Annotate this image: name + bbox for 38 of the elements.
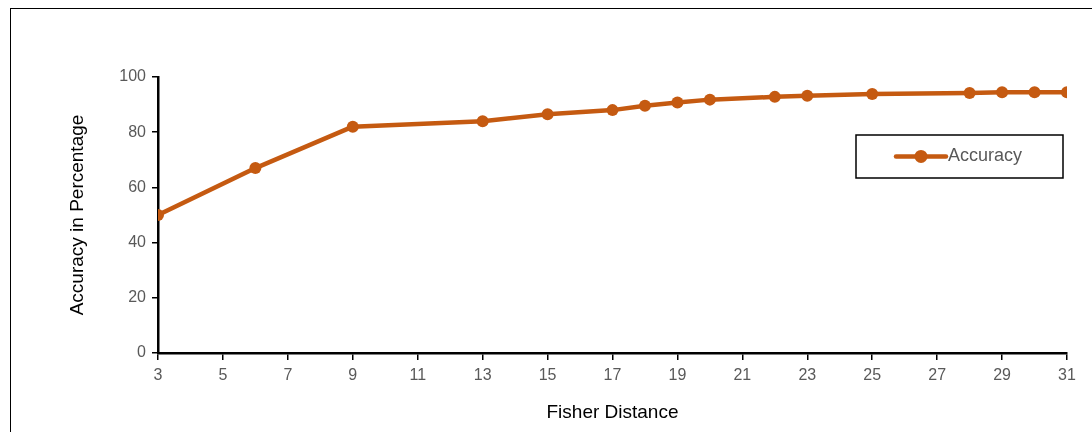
point [768, 90, 781, 103]
point [476, 115, 489, 128]
y-tick-label: 80 [128, 122, 147, 140]
legend-label: Accuracy [948, 145, 1023, 166]
x-tick-label: 17 [603, 366, 622, 384]
x-tick-label: 3 [153, 366, 163, 384]
x-tick-label: 31 [1058, 366, 1076, 384]
x-tick-label: 9 [348, 366, 358, 384]
point [638, 99, 651, 112]
point [249, 162, 262, 175]
point [996, 86, 1009, 99]
point [606, 104, 619, 117]
point [703, 93, 716, 106]
x-tick-label: 5 [218, 366, 228, 384]
y-tick-label: 20 [128, 288, 147, 306]
x-tick-label: 29 [993, 366, 1012, 384]
x-tick-label: 21 [733, 366, 752, 384]
y-tick-label: 40 [128, 233, 147, 251]
point [801, 89, 814, 102]
x-tick-label: 25 [863, 366, 882, 384]
y-axis-title: Accuracy in Percentage [65, 114, 87, 316]
y-tick-label: 100 [119, 67, 147, 85]
x-tick-label: 7 [283, 366, 293, 384]
point [1028, 86, 1041, 99]
x-tick-label: 15 [538, 366, 557, 384]
point [346, 120, 359, 133]
y-tick-label: 60 [128, 177, 147, 195]
x-axis-title: Fisher Distance [546, 400, 679, 422]
point [541, 108, 554, 121]
x-tick-label: 19 [668, 366, 687, 384]
x-tick-label: 11 [409, 366, 427, 384]
x-tick-label: 23 [798, 366, 817, 384]
point [866, 88, 879, 101]
x-tick-label: 27 [928, 366, 947, 384]
point [671, 96, 684, 109]
point [963, 87, 976, 100]
y-tick-label: 0 [137, 343, 147, 361]
x-tick-label: 13 [473, 366, 492, 384]
